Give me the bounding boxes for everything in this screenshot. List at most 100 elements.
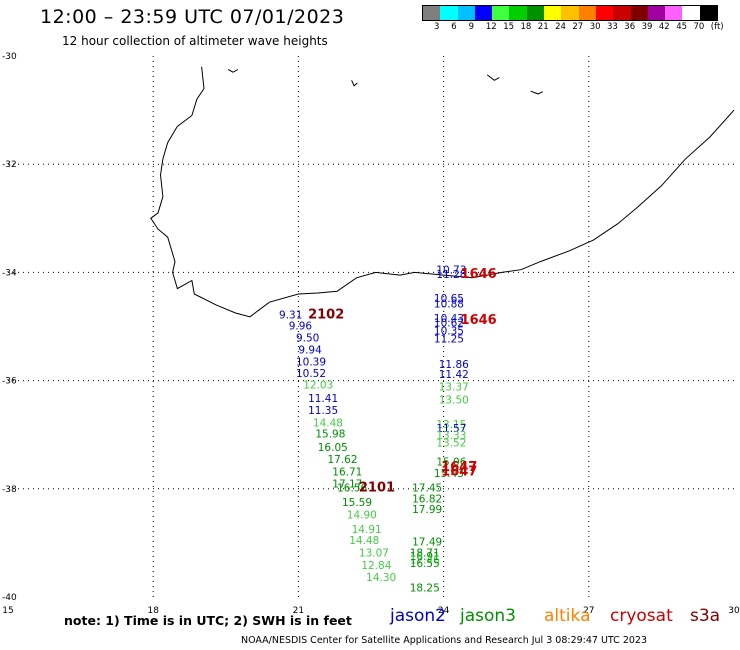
wave-height-label: 9.31 <box>279 309 302 321</box>
wave-height-label: 11.35 <box>308 405 338 417</box>
color-scale-label: 39 <box>641 22 653 32</box>
lat-tick-label: -38 <box>2 485 17 495</box>
color-scale-label: 24 <box>555 22 566 32</box>
wave-height-label: 15.98 <box>315 428 345 440</box>
island-path <box>227 69 239 73</box>
wave-height-label: 10.73 <box>436 264 466 276</box>
wave-height-label: 11.42 <box>439 369 469 381</box>
wave-height-label: 15.43 <box>434 468 464 480</box>
legend-jason3: jason3 <box>460 606 516 626</box>
island-path <box>351 80 358 87</box>
lon-tick-label: 21 <box>293 606 304 616</box>
lat-tick-label: -32 <box>2 160 17 170</box>
pass-time-label: 1646 <box>461 267 497 282</box>
wave-height-label: 16.82 <box>412 493 442 505</box>
color-swatch <box>561 6 579 20</box>
color-scale-label: 27 <box>572 22 584 32</box>
wave-height-label: 10.52 <box>296 368 326 380</box>
color-scale-label: 15 <box>503 22 515 32</box>
wave-height-label: 16.55 <box>410 558 440 570</box>
wave-height-label: 13.15 <box>436 419 466 431</box>
lon-tick-label: 30 <box>728 606 740 616</box>
color-scale-label: 70 <box>693 22 705 32</box>
wave-height-label: 17.46 <box>410 554 440 566</box>
color-scale-label: 33 <box>607 22 618 32</box>
color-scale-label: 42 <box>658 22 670 32</box>
color-swatch <box>630 6 648 20</box>
pass-time-label: 1647 <box>441 460 477 475</box>
wave-height-label: 9.50 <box>296 333 319 345</box>
wave-height-label: 13.50 <box>439 394 469 406</box>
wave-height-label: 13.07 <box>359 547 389 559</box>
island-path <box>486 74 500 81</box>
color-swatch <box>492 6 510 20</box>
pass-time-label: 2102 <box>308 307 344 322</box>
legend-jason2: jason2 <box>390 606 446 626</box>
lat-tick-label: -34 <box>2 268 17 278</box>
wave-height-label: 16.56 <box>337 483 367 495</box>
color-scale-label: 6 <box>451 22 457 32</box>
wave-height-label: 18.25 <box>410 583 440 595</box>
legend-altika: altika <box>544 606 591 626</box>
pass-time-label: 2101 <box>359 481 395 496</box>
lon-tick-label: 15 <box>2 606 13 616</box>
lon-tick-label: 18 <box>147 606 159 616</box>
color-scale-label: 30 <box>589 22 601 32</box>
wave-height-label: 9.94 <box>298 345 322 357</box>
color-scale-label: 36 <box>624 22 636 32</box>
wave-height-label: 15.59 <box>342 497 372 509</box>
wave-height-label: 10.65 <box>434 293 464 305</box>
wave-height-label: 11.41 <box>308 393 338 405</box>
wave-height-label: 17.62 <box>327 454 357 466</box>
wave-height-label: 12.03 <box>303 380 333 392</box>
color-scale-label: 18 <box>520 22 532 32</box>
wave-height-label: 13.37 <box>439 381 469 393</box>
wave-height-label: 18.71 <box>410 547 440 559</box>
wave-height-label: 13.52 <box>436 438 466 450</box>
color-swatch <box>544 6 562 20</box>
wave-height-label: 10.88 <box>434 299 464 311</box>
color-swatch <box>509 6 527 20</box>
credit-line: NOAA/NESDIS Center for Satellite Applica… <box>241 635 647 646</box>
color-swatch <box>457 6 475 20</box>
lat-tick-label: -30 <box>2 52 17 62</box>
color-scale-label: 21 <box>537 22 549 32</box>
color-scale-label: 3 <box>434 22 440 32</box>
wave-height-label: 16.91 <box>410 551 440 563</box>
wave-height-label: 14.91 <box>352 524 382 536</box>
wave-height-label: 10.62 <box>434 318 464 330</box>
color-swatch <box>699 6 718 20</box>
color-swatch <box>578 6 596 20</box>
island-path <box>530 90 544 95</box>
units-note: note: 1) Time is in UTC; 2) SWH is in fe… <box>64 613 352 628</box>
lat-tick-label: -40 <box>2 593 17 603</box>
color-swatch <box>647 6 666 20</box>
pass-time-label: 1647 <box>441 464 477 479</box>
wave-height-label: 11.86 <box>439 359 469 371</box>
wave-height-label: 15.06 <box>436 457 466 469</box>
wave-height-label: 16.05 <box>318 442 348 454</box>
coastline <box>150 66 735 318</box>
axis-labels: 15 18 21 24 27 30 -30 -32 -34 -36 -38 -40 <box>2 52 740 616</box>
wave-height-label: 14.48 <box>313 418 343 430</box>
color-swatch <box>665 6 683 20</box>
map-title: 12:00 – 23:59 UTC 07/01/2023 <box>40 6 345 28</box>
coastline-path <box>150 66 735 318</box>
lon-tick-label: 27 <box>583 606 594 616</box>
color-swatch <box>423 6 441 20</box>
color-scale-labels: 3 6 9 12 15 18 21 24 27 30 33 36 39 42 45 70 (ft) <box>422 22 740 36</box>
wave-height-label: 17.99 <box>412 504 442 516</box>
wave-height-label: 14.30 <box>366 572 396 584</box>
altimeter-passes: 9.319.969.509.9410.3910.5212.0311.4111.3… <box>279 264 497 594</box>
wave-height-label: 16.71 <box>332 466 362 478</box>
wave-height-label: 11.57 <box>436 423 466 435</box>
wave-height-label: 11.25 <box>434 334 464 346</box>
wave-height-label: 10.35 <box>434 326 464 338</box>
wave-height-label: 17.17 <box>332 479 362 491</box>
map-subtitle: 12 hour collection of altimeter wave hei… <box>62 34 328 48</box>
graticule <box>8 56 734 597</box>
color-swatch <box>595 6 614 20</box>
wave-height-label: 17.49 <box>412 537 442 549</box>
color-swatch <box>682 6 700 20</box>
